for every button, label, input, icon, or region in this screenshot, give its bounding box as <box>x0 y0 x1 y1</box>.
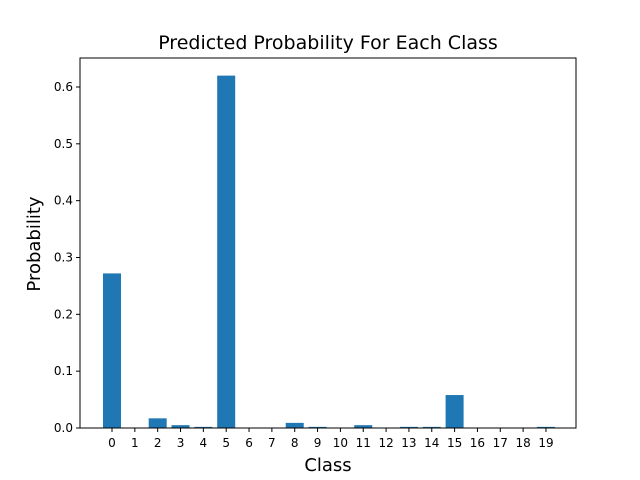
x-tick-label: 2 <box>154 436 162 450</box>
x-tick-label: 6 <box>245 436 253 450</box>
x-tick-label: 14 <box>424 436 439 450</box>
y-axis-label: Probability <box>24 196 45 291</box>
chart-title: Predicted Probability For Each Class <box>158 32 498 54</box>
x-tick-label: 19 <box>538 436 553 450</box>
plot-frame <box>79 57 577 429</box>
bar-class-4 <box>194 426 213 428</box>
x-tick-label: 9 <box>314 436 322 450</box>
x-tick-label: 7 <box>268 436 276 450</box>
bar-class-2 <box>148 418 167 428</box>
x-tick-label: 11 <box>356 436 371 450</box>
y-tick-label: 0.5 <box>54 137 73 151</box>
x-tick-label: 16 <box>470 436 485 450</box>
x-tick-label: 8 <box>291 436 299 450</box>
x-tick-label: 18 <box>515 436 530 450</box>
x-tick-label: 1 <box>131 436 139 450</box>
y-tick-label: 0.1 <box>54 364 73 378</box>
bar-class-13 <box>399 426 418 428</box>
x-tick-label: 0 <box>108 436 116 450</box>
x-tick-label: 4 <box>200 436 208 450</box>
bars-group <box>103 75 555 429</box>
bar-class-11 <box>354 425 373 428</box>
bar-class-3 <box>171 425 190 428</box>
x-ticks-group: 0 1 2 3 4 5 6 7 8 9 10 11 12 13 14 15 16 17 18 19 <box>108 428 554 450</box>
bar-class-14 <box>422 426 441 428</box>
y-tick-label: 0.3 <box>54 250 73 264</box>
bar-class-15 <box>445 395 464 428</box>
x-tick-label: 13 <box>401 436 416 450</box>
x-tick-label: 3 <box>177 436 185 450</box>
y-tick-label: 0.0 <box>54 421 73 435</box>
x-tick-label: 5 <box>222 436 230 450</box>
bar-class-9 <box>308 426 327 428</box>
x-axis-label: Class <box>304 455 351 476</box>
y-tick-label: 0.4 <box>54 194 73 208</box>
x-tick-label: 15 <box>447 436 462 450</box>
x-tick-label: 17 <box>493 436 508 450</box>
x-tick-label: 10 <box>333 436 348 450</box>
x-tick-label: 12 <box>378 436 393 450</box>
bar-class-8 <box>285 422 304 428</box>
y-tick-label: 0.6 <box>54 80 73 94</box>
bar-class-19 <box>536 426 555 428</box>
bar-class-5 <box>217 75 236 429</box>
y-ticks-group: 0.0 0.1 0.2 0.3 0.4 0.5 0.6 <box>54 80 80 435</box>
y-tick-label: 0.2 <box>54 307 73 321</box>
bar-class-0 <box>103 273 121 428</box>
